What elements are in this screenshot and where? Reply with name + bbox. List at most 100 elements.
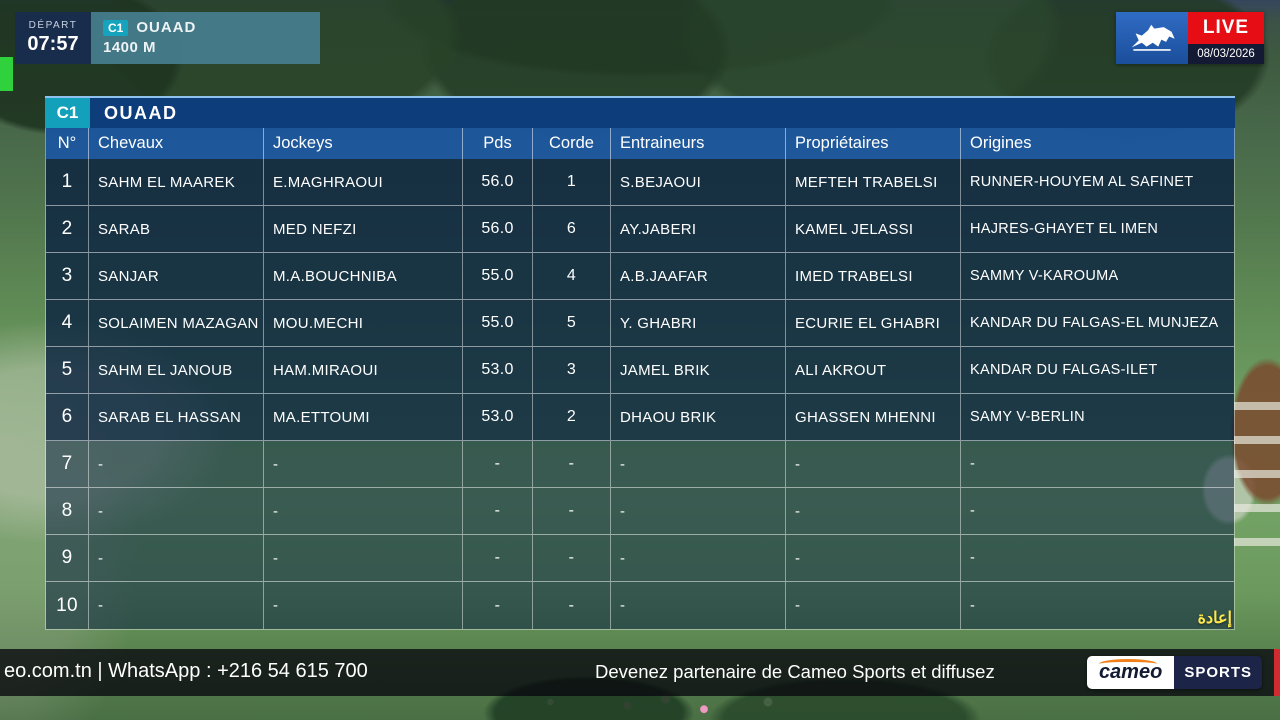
table-cell: ECURIE EL GHABRI	[786, 300, 961, 346]
table-cell: 10	[46, 582, 89, 629]
table-cell: SAHM EL MAAREK	[89, 159, 264, 205]
table-cell: 2	[46, 206, 89, 252]
table-cell: -	[533, 535, 611, 581]
table-row: 9-------	[46, 535, 1234, 582]
table-cell: 1	[533, 159, 611, 205]
partner-ticker-text: Devenez partenaire de Cameo Sports et di…	[595, 661, 995, 682]
race-code-chip: C1	[103, 19, 129, 36]
cameo-wordmark: cameo	[1086, 656, 1175, 689]
table-cell: MED NEFZI	[264, 206, 463, 252]
table-cell: JAMEL BRIK	[611, 347, 786, 393]
table-cell: -	[611, 535, 786, 581]
depart-time: 07:57	[27, 33, 79, 55]
table-cell: 6	[533, 206, 611, 252]
table-row: 4 SOLAIMEN MAZAGAN MOU.MECHI 55.0 5 Y. GHABRI…	[46, 300, 1234, 347]
table-cell: -	[89, 441, 264, 487]
table-cell: E.MAGHRAOUI	[264, 159, 463, 205]
table-cell: -	[970, 550, 976, 566]
table-cell: SARAB EL HASSAN	[89, 394, 264, 440]
table-cell: MA.ETTOUMI	[264, 394, 463, 440]
table-cell: GHASSEN MHENNI	[786, 394, 961, 440]
racecard-code: C1	[45, 98, 90, 128]
table-cell: -	[463, 441, 533, 487]
table-cell: -	[264, 535, 463, 581]
table-row: 8-------	[46, 488, 1234, 535]
table-row: 10- - - - - - -	[46, 582, 1234, 629]
column-header: Corde	[533, 128, 611, 159]
column-header: Pds	[463, 128, 533, 159]
table-cell: -	[786, 535, 961, 581]
table-cell: 4	[46, 300, 89, 346]
column-header: Chevaux	[89, 128, 264, 159]
contact-ticker-text: eo.com.tn | WhatsApp : +216 54 615 700	[4, 660, 368, 682]
table-cell: 6	[46, 394, 89, 440]
table-cell: 5	[46, 347, 89, 393]
table-cell: 3	[533, 347, 611, 393]
race-info-badge: C1 OUAAD 1400 M	[91, 12, 320, 64]
table-cell: -	[533, 488, 611, 534]
table-row: 7-------	[46, 441, 1234, 488]
table-cell: Y. GHABRI	[611, 300, 786, 346]
table-cell: ALI AKROUT	[786, 347, 961, 393]
column-header: N°	[46, 128, 89, 159]
table-header-row: N° Chevaux Jockeys Pds Corde Entraineurs Propr…	[45, 128, 1235, 159]
table-cell: IMED TRABELSI	[786, 253, 961, 299]
table-cell: M.A.BOUCHNIBA	[264, 253, 463, 299]
race-title-line: C1 OUAAD	[103, 19, 320, 36]
table-cell: SAHM EL JANOUB	[89, 347, 264, 393]
table-cell: 56.0	[463, 159, 533, 205]
white-fence	[1234, 402, 1280, 552]
table-body: 1 SAHM EL MAAREK E.MAGHRAOUI 56.0 1 S.BEJAOUI…	[45, 159, 1235, 630]
table-cell: 8	[46, 488, 89, 534]
table-cell: MEFTEH TRABELSI	[786, 159, 961, 205]
bottom-ticker-bar: eo.com.tn | WhatsApp : +216 54 615 700 D…	[0, 649, 1280, 696]
table-cell: KANDAR DU FALGAS-EL MUNJEZA	[970, 315, 1219, 331]
table-row: 2 SARAB MED NEFZI 56.0 6 AY.JABERI KAMEL JELAS…	[46, 206, 1234, 253]
table-cell: MOU.MECHI	[264, 300, 463, 346]
table-cell: -	[463, 535, 533, 581]
race-distance: 1400 M	[103, 39, 157, 56]
race-name: OUAAD	[136, 19, 197, 36]
table-cell: KANDAR DU FALGAS-ILET	[970, 362, 1158, 378]
table-cell: 55.0	[463, 300, 533, 346]
column-header: Origines	[970, 134, 1032, 152]
live-badge: LIVE 08/03/2026	[1116, 12, 1264, 64]
ticker-red-edge	[1274, 649, 1280, 696]
racecard-title-bar: C1 OUAAD	[45, 96, 1235, 128]
table-cell: SOLAIMEN MAZAGAN	[89, 300, 264, 346]
table-cell: -	[611, 488, 786, 534]
table-cell: -	[264, 441, 463, 487]
table-cell: 2	[533, 394, 611, 440]
column-header: Propriétaires	[786, 128, 961, 159]
table-cell: -	[264, 488, 463, 534]
table-row: 3 SANJAR M.A.BOUCHNIBA 55.0 4 A.B.JAAFAR IMED …	[46, 253, 1234, 300]
table-cell: -	[463, 582, 533, 629]
table-cell: -	[533, 582, 611, 629]
table-cell: -	[463, 488, 533, 534]
table-row: 5 SAHM EL JANOUB HAM.MIRAOUI 53.0 3 JAMEL BRI…	[46, 347, 1234, 394]
club-logo	[1116, 12, 1188, 64]
sports-wordmark: SPORTS	[1174, 656, 1262, 689]
table-cell: AY.JABERI	[611, 206, 786, 252]
column-header: Entraineurs	[611, 128, 786, 159]
table-cell: 9	[46, 535, 89, 581]
column-header: Jockeys	[264, 128, 463, 159]
table-cell: 1	[46, 159, 89, 205]
table-cell: KAMEL JELASSI	[786, 206, 961, 252]
table-cell: -	[786, 441, 961, 487]
table-row: 6 SARAB EL HASSAN MA.ETTOUMI 53.0 2 DHAOU BRI…	[46, 394, 1234, 441]
table-cell: -	[970, 456, 976, 472]
replay-watermark: إعادة	[1197, 610, 1232, 627]
depart-label: DÉPART	[28, 20, 78, 31]
table-cell: -	[89, 488, 264, 534]
racecard-name: OUAAD	[104, 102, 178, 123]
horse-logo-icon	[1131, 24, 1175, 51]
table-cell: -	[611, 441, 786, 487]
live-right-panel: LIVE 08/03/2026	[1188, 12, 1264, 64]
table-row: 1 SAHM EL MAAREK E.MAGHRAOUI 56.0 1 S.BEJAOUI…	[46, 159, 1234, 206]
table-cell: -	[89, 582, 264, 629]
table-cell: -	[786, 488, 961, 534]
table-cell: DHAOU BRIK	[611, 394, 786, 440]
table-cell: S.BEJAOUI	[611, 159, 786, 205]
